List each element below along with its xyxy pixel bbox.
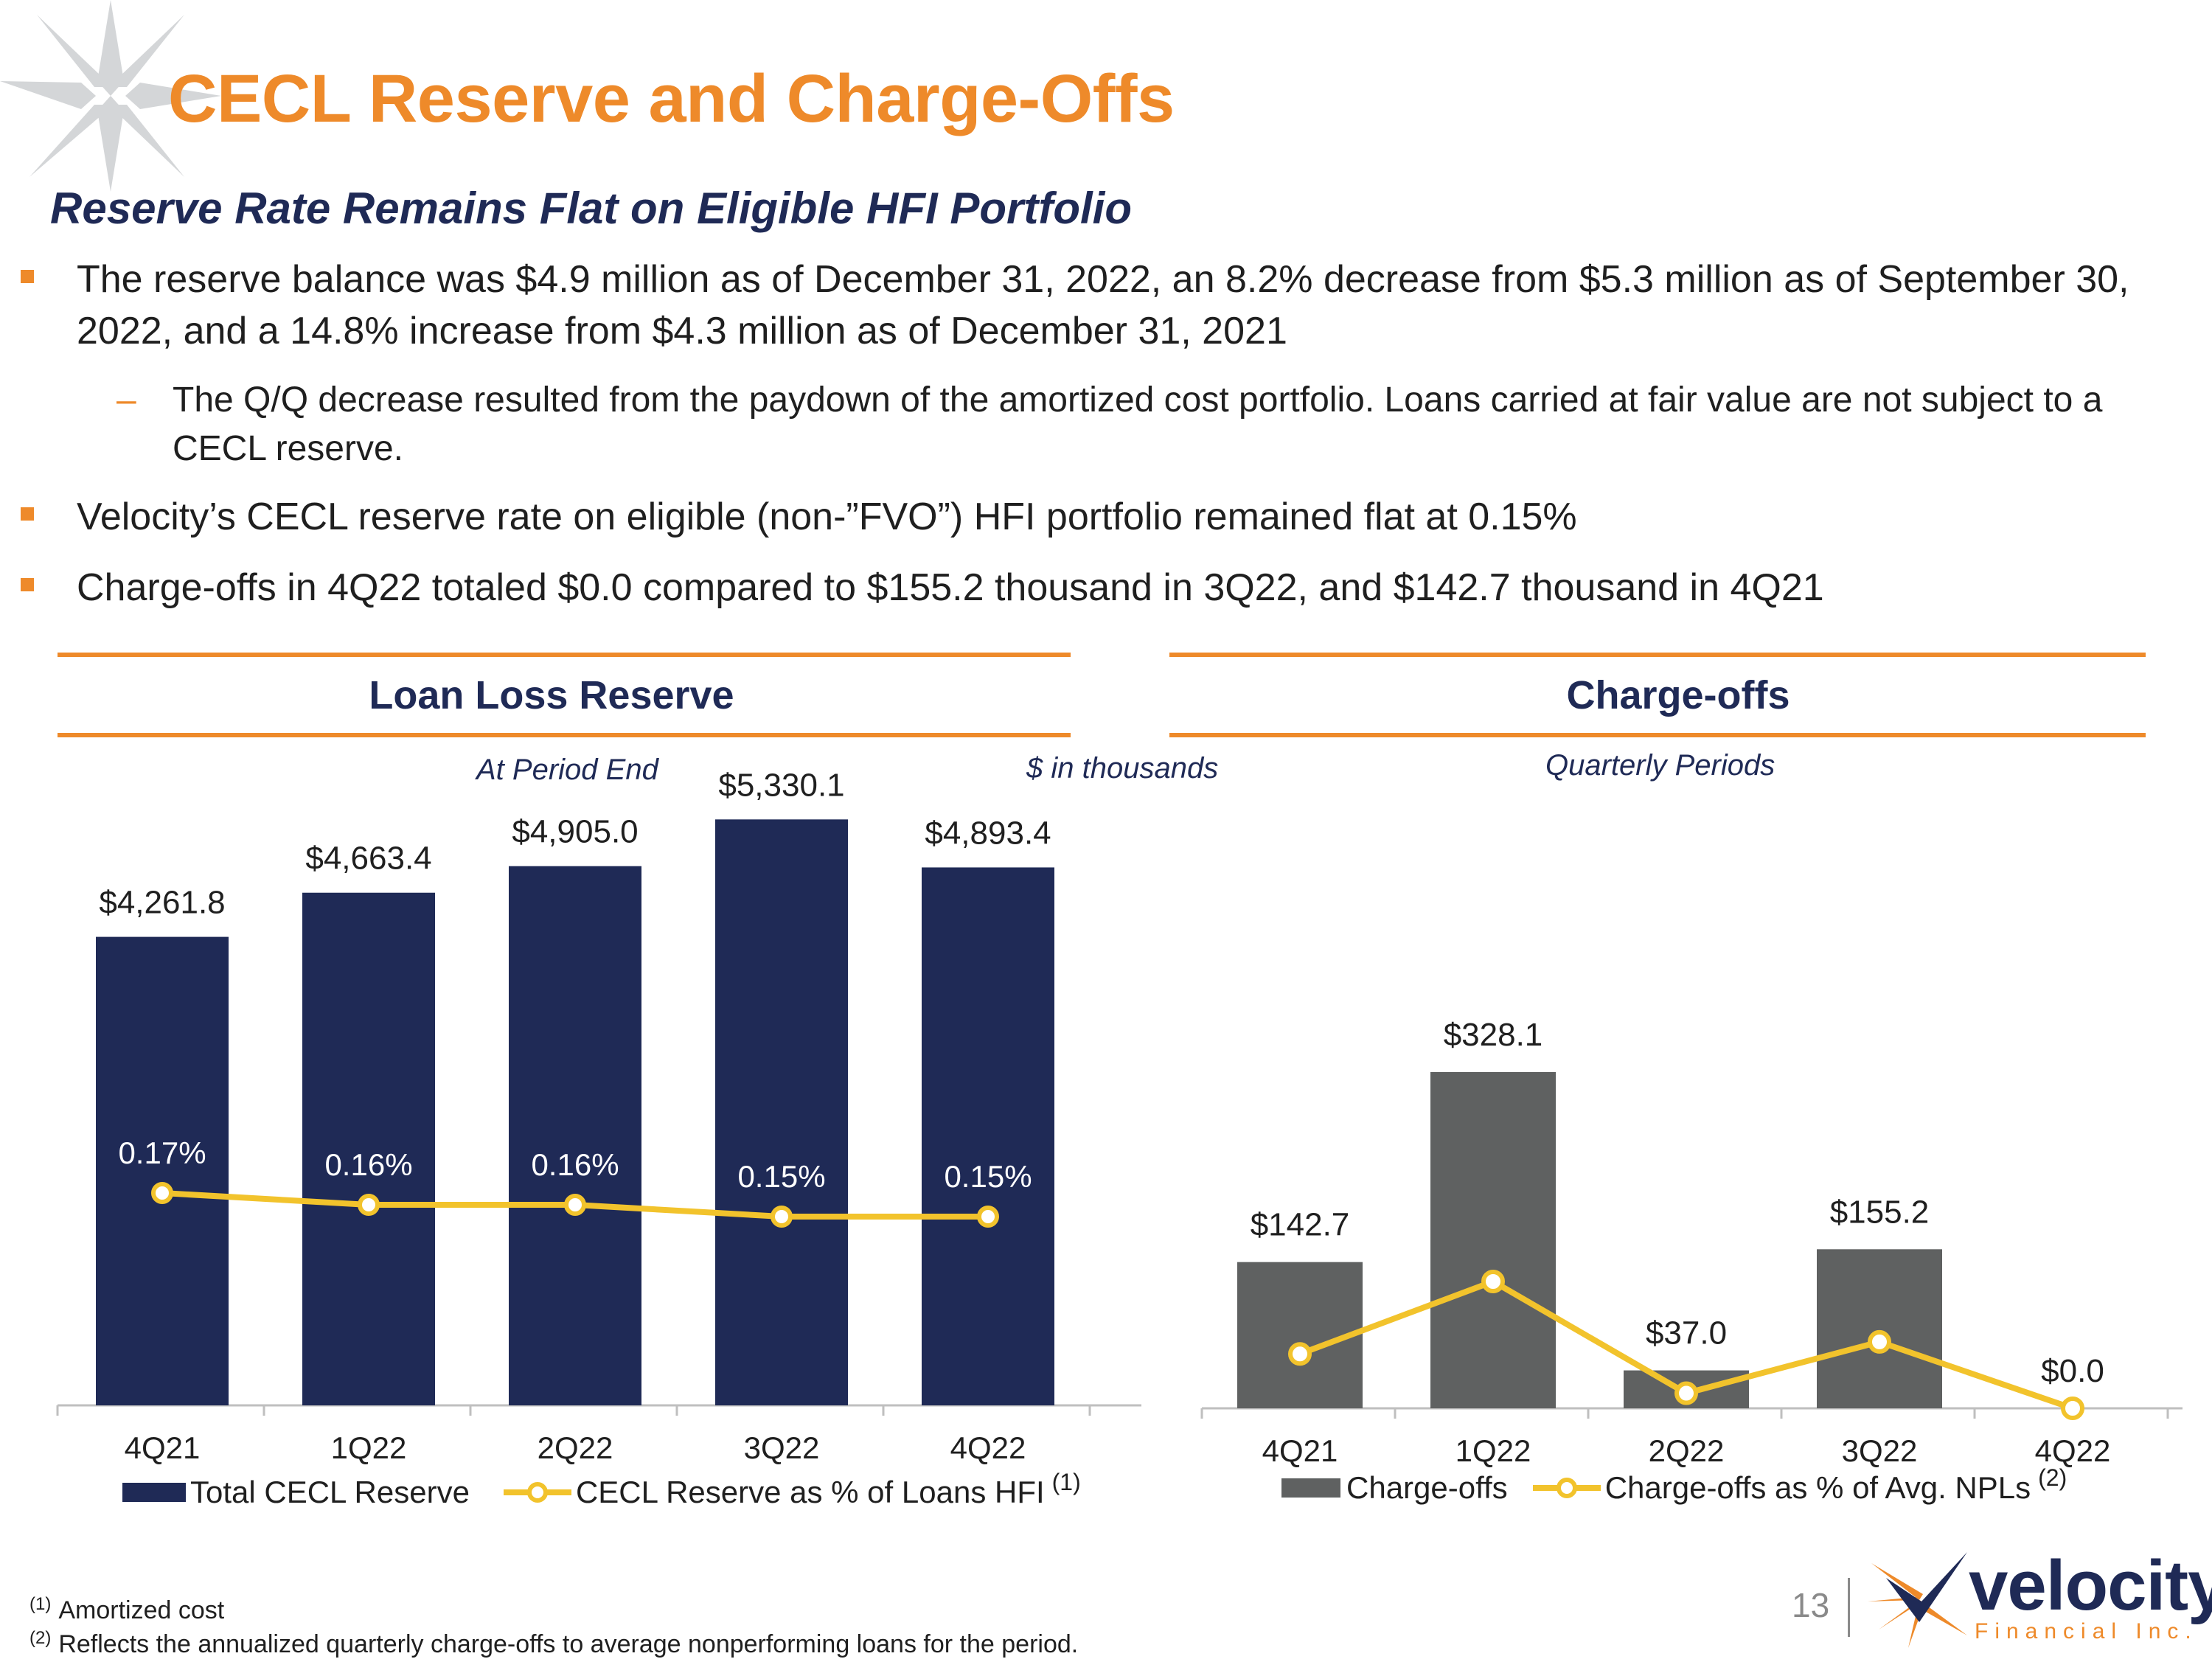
footnote-text: Amortized cost: [58, 1596, 225, 1624]
slide-subtitle: Reserve Rate Remains Flat on Eligible HF…: [50, 184, 1132, 233]
charge-off-pct-point: [1481, 1270, 1505, 1293]
bullet-text: Velocity’s CECL reserve rate on eligible…: [77, 495, 1577, 538]
reserve-bar: [509, 866, 641, 1405]
reserve-bar: [96, 936, 229, 1405]
reserve-bar: [302, 892, 435, 1405]
slide-title: CECL Reserve and Charge-Offs: [168, 61, 1175, 136]
charge-off-bar-value-label: $142.7: [1251, 1207, 1350, 1243]
reserve-pct-point: [564, 1194, 586, 1216]
reserve-bar: [715, 819, 848, 1405]
decorative-star-icon: [0, 0, 221, 192]
reserve-pct-label: 0.16%: [531, 1147, 619, 1182]
bullet-reserve-rate: Velocity’s CECL reserve rate on eligible…: [21, 491, 2156, 543]
legend-item-charge-offs-pct: Charge-offs as % of Avg. NPLs (2): [1532, 1464, 2067, 1506]
charge-off-pct-point: [2061, 1397, 2084, 1420]
reserve-x-tick-label: 4Q21: [125, 1430, 201, 1465]
right-panel-title: Charge-offs: [1566, 673, 1790, 717]
reserve-pct-label: 0.17%: [118, 1135, 206, 1170]
charge-off-bar: [1430, 1072, 1556, 1408]
velocity-logo-tagline: Financial Inc.: [1975, 1619, 2198, 1644]
charge-off-bar-value-label: $0.0: [2041, 1353, 2104, 1389]
legend-item-total-cecl-reserve: Total CECL Reserve: [122, 1475, 470, 1510]
sub-bullet-text: The Q/Q decrease resulted from the paydo…: [173, 380, 2103, 468]
left-panel-title: Loan Loss Reserve: [369, 673, 734, 717]
left-panel-top-rule: [58, 653, 1071, 657]
legend-footnote-ref: (2): [2038, 1464, 2067, 1491]
reserve-pct-label: 0.16%: [324, 1147, 412, 1182]
right-panel-bottom-rule: [1169, 733, 2146, 737]
bullet-charge-offs: Charge-offs in 4Q22 totaled $0.0 compare…: [21, 562, 2156, 613]
charge-off-bar-value-label: $155.2: [1830, 1194, 1930, 1230]
reserve-pct-label: 0.15%: [737, 1159, 825, 1194]
page-number-divider: [1848, 1578, 1850, 1637]
charge-off-x-tick-label: 4Q22: [2035, 1433, 2111, 1468]
charge-off-pct-point: [1674, 1381, 1698, 1405]
reserve-bar-value-label: $4,905.0: [512, 814, 638, 850]
bullet-text: Charge-offs in 4Q22 totaled $0.0 compare…: [77, 566, 1824, 609]
legend-item-cecl-reserve-pct: CECL Reserve as % of Loans HFI (1): [503, 1469, 1081, 1510]
reserve-bar-value-label: $4,261.8: [99, 885, 225, 921]
reserve-x-tick-label: 1Q22: [331, 1430, 407, 1465]
velocity-logo-wordmark: velocity: [1969, 1546, 2212, 1625]
page-number: 13: [1792, 1586, 1830, 1624]
note-units: $ in thousands: [1026, 752, 1219, 785]
note-period-end: At Period End: [476, 754, 658, 786]
bullet-marker-icon: [21, 270, 34, 283]
charge-off-x-tick-label: 4Q21: [1262, 1433, 1338, 1468]
legend-item-charge-offs: Charge-offs: [1281, 1470, 1508, 1506]
right-chart-legend: Charge-offs Charge-offs as % of Avg. NPL…: [1281, 1464, 2067, 1506]
footnote-1: (1) Amortized cost: [29, 1594, 224, 1625]
left-chart-legend: Total CECL Reserve CECL Reserve as % of …: [122, 1469, 1081, 1510]
reserve-x-tick-label: 2Q22: [538, 1430, 613, 1465]
note-quarterly: Quarterly Periods: [1545, 749, 1775, 782]
reserve-bar-value-label: $4,663.4: [305, 841, 431, 877]
bullet-reserve-balance: The reserve balance was $4.9 million as …: [21, 254, 2156, 357]
bullet-text: The reserve balance was $4.9 million as …: [77, 258, 2129, 352]
sub-bullet-dash: –: [116, 380, 136, 420]
footnote-text: Reflects the annualized quarterly charge…: [58, 1630, 1079, 1658]
reserve-pct-point: [151, 1182, 173, 1204]
charge-off-pct-point: [1868, 1329, 1891, 1354]
reserve-bar-value-label: $5,330.1: [718, 767, 844, 803]
legend-swatch-bar: [122, 1483, 186, 1502]
legend-swatch-line-icon: [1532, 1478, 1601, 1498]
legend-swatch-bar: [1281, 1478, 1340, 1498]
footnote-ref: (1): [29, 1594, 52, 1614]
velocity-logo-icon: [1868, 1552, 1967, 1648]
footnote-ref: (2): [29, 1628, 52, 1648]
charge-off-pct-point: [1288, 1342, 1312, 1366]
sub-bullet-qq-decrease: – The Q/Q decrease resulted from the pay…: [116, 376, 2156, 473]
legend-label: Total CECL Reserve: [190, 1475, 470, 1509]
footnote-2: (2) Reflects the annualized quarterly cha…: [29, 1628, 1078, 1659]
charge-off-bar-value-label: $328.1: [1444, 1017, 1543, 1053]
bullet-marker-icon: [21, 578, 34, 591]
reserve-bar: [922, 867, 1054, 1405]
reserve-pct-point: [358, 1194, 380, 1216]
legend-footnote-ref: (1): [1051, 1468, 1081, 1495]
right-panel-top-rule: [1169, 653, 2146, 657]
charge-off-x-tick-label: 3Q22: [1842, 1433, 1918, 1468]
reserve-pct-point: [977, 1206, 999, 1228]
reserve-x-tick-label: 3Q22: [744, 1430, 820, 1465]
legend-label: Charge-offs: [1346, 1470, 1508, 1505]
reserve-pct-label: 0.15%: [944, 1159, 1032, 1194]
reserve-x-tick-label: 4Q22: [950, 1430, 1026, 1465]
reserve-pct-point: [771, 1206, 793, 1228]
legend-label: Charge-offs as % of Avg. NPLs: [1604, 1470, 2031, 1505]
charge-off-bar-value-label: $37.0: [1646, 1315, 1727, 1352]
bullet-marker-icon: [21, 507, 34, 521]
left-panel-bottom-rule: [58, 733, 1071, 737]
reserve-bar-value-label: $4,893.4: [925, 815, 1051, 851]
legend-swatch-line-icon: [503, 1482, 571, 1503]
charge-off-x-tick-label: 1Q22: [1455, 1433, 1531, 1468]
charge-off-x-tick-label: 2Q22: [1649, 1433, 1725, 1468]
legend-label: CECL Reserve as % of Loans HFI: [575, 1475, 1045, 1509]
charge-off-bar: [1817, 1249, 1942, 1408]
